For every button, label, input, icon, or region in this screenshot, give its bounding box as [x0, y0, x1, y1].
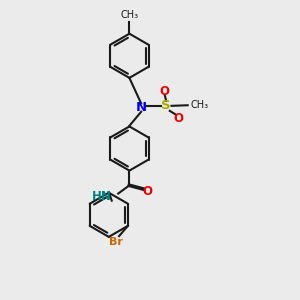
Text: N: N	[136, 101, 147, 114]
Text: O: O	[173, 112, 183, 125]
Text: CH₃: CH₃	[120, 10, 139, 20]
Text: Br: Br	[109, 237, 122, 247]
Text: O: O	[160, 85, 170, 98]
Text: S: S	[161, 99, 171, 112]
Text: CH₃: CH₃	[190, 100, 209, 110]
Text: HN: HN	[92, 190, 112, 203]
Text: O: O	[142, 185, 152, 198]
